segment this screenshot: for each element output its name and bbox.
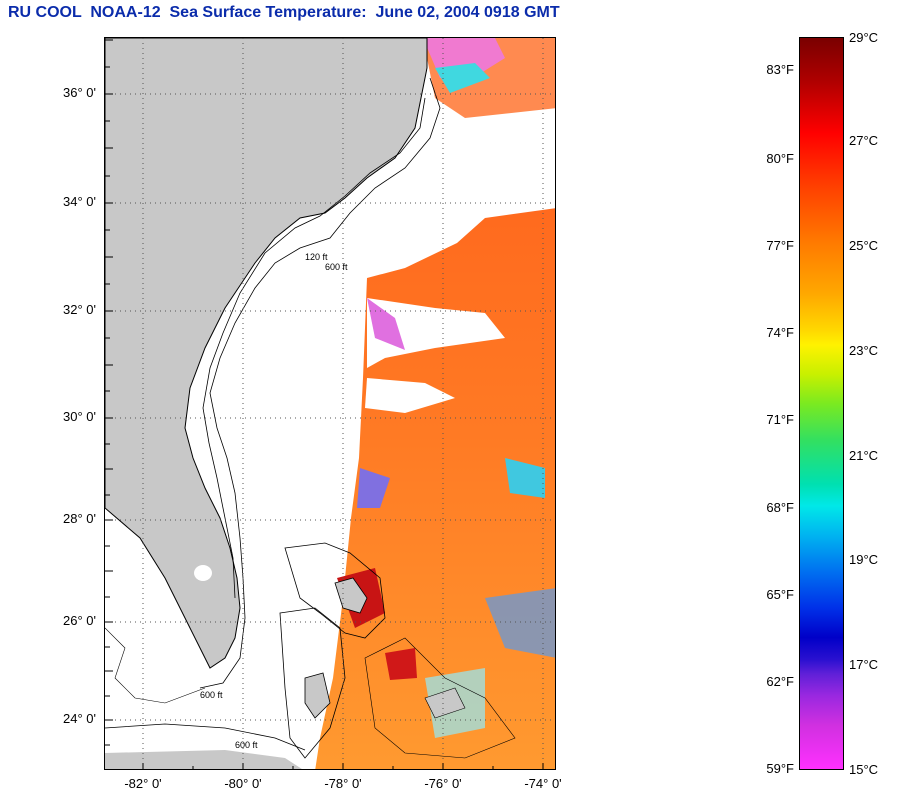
lat-label: 24° 0' [63,711,96,726]
mixed-patch [357,468,390,508]
lat-label: 30° 0' [63,409,96,424]
scale-label-c: 21°C [849,448,879,463]
scale-label-f: 80°F [766,151,794,166]
lat-label: 32° 0' [63,302,96,317]
page-title: RU COOL NOAA-12 Sea Surface Temperature:… [8,4,560,21]
land-bahamas [424,687,466,719]
scale-label-f: 74°F [766,325,794,340]
lake [194,565,212,581]
scale-label-f: 65°F [766,587,794,602]
lon-label: -78° 0' [324,776,362,791]
contour-cuba [105,723,306,751]
contour-label-120ft: 120 ft [305,252,328,262]
scale-label-f: 68°F [766,500,794,515]
lon-label: -76° 0' [424,776,462,791]
sst-map[interactable]: 120 ft 600 ft 600 ft 600 ft [104,37,556,770]
scale-label-c: 25°C [849,238,879,253]
scale-label-f: 83°F [766,62,794,77]
scale-label-f: 71°F [766,412,794,427]
scale-label-c: 27°C [849,133,879,148]
contour-bahamas [284,542,386,639]
contour-bahamas [364,637,516,759]
temperature-colorbar [799,37,844,770]
lon-ticks [142,763,544,769]
scale-label-c: 17°C [849,657,879,672]
land-bahamas [304,672,331,719]
sst-north-cyan [435,63,490,93]
lat-label: 26° 0' [63,613,96,628]
lon-label: -74° 0' [524,776,562,791]
cloud-patch [365,378,455,413]
contour-label-600ft: 600 ft [235,740,258,750]
contour-600ft [199,77,441,689]
cloud-patch [367,298,505,368]
warm-core [385,648,417,680]
scale-label-c: 15°C [849,762,879,777]
lat-label: 36° 0' [63,85,96,100]
scale-label-f: 77°F [766,238,794,253]
lat-ticks [105,39,113,746]
map-canvas: 120 ft 600 ft 600 ft 600 ft [105,38,555,769]
mixed-patch [485,588,555,658]
scale-label-c: 19°C [849,552,879,567]
contour-label-600ft: 600 ft [200,690,223,700]
land-mainland [105,38,428,669]
land-bahamas [334,577,368,614]
contour-keys [105,627,206,704]
lon-label: -82° 0' [124,776,162,791]
lat-label: 28° 0' [63,511,96,526]
contour-120ft [202,97,426,599]
contour-label-600ft: 600 ft [325,262,348,272]
scale-label-f: 62°F [766,674,794,689]
lat-label: 34° 0' [63,194,96,209]
graticule [105,38,555,769]
scale-label-f: 59°F [766,761,794,776]
lon-label: -80° 0' [224,776,262,791]
scale-label-c: 29°C [849,30,879,45]
mixed-patch [367,298,405,350]
mixed-patch [505,458,545,498]
land-cuba [105,750,302,769]
contour-bahamas [279,607,346,759]
scale-label-c: 23°C [849,343,879,358]
